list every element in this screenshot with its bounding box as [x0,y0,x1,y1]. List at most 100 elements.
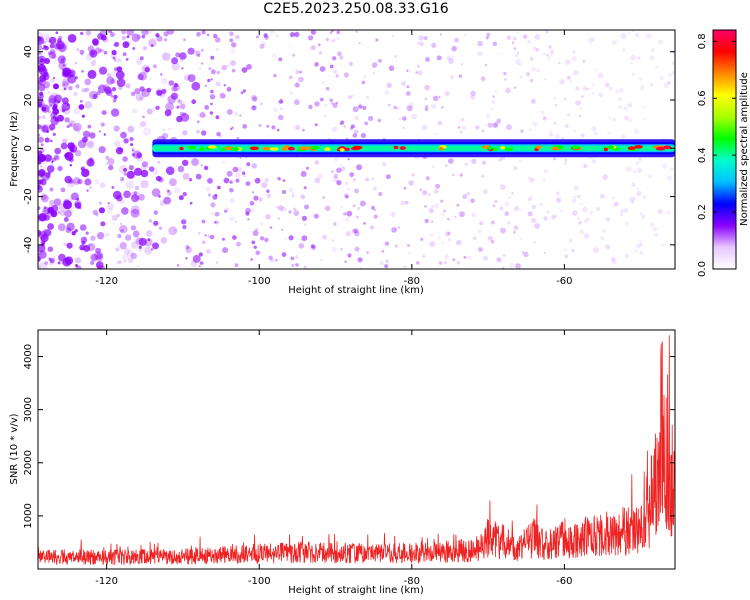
scatter-point [408,251,411,254]
scatter-point [86,158,95,167]
scatter-point [437,120,443,126]
scatter-point [299,70,302,74]
scatter-point [253,195,259,201]
scatter-point [405,91,411,96]
scatter-point [579,107,582,110]
scatter-point [105,89,113,96]
scatter-point [141,88,150,98]
scatter-point [354,246,360,252]
scatter-point [140,169,149,178]
scatter-point [147,238,151,241]
band-peak [220,147,226,152]
scatter-point [527,176,530,179]
scatter-point [97,48,102,53]
scatter-point [433,203,440,209]
scatter-point [38,101,43,108]
scatter-point [632,30,635,33]
scatter-point [404,200,409,205]
scatter-point [291,263,295,267]
scatter-point [138,237,147,246]
scatter-point [236,166,242,173]
scatter-point [625,166,632,173]
scatter-point [131,149,135,152]
scatter-point [250,208,255,214]
scatter-point [291,191,296,196]
scatter-point [516,263,519,266]
scatter-point [138,126,141,129]
scatter-point [635,161,639,165]
scatter-point [362,105,367,110]
scatter-point [553,121,557,126]
scatter-point [425,57,430,62]
scatter-point [641,214,646,220]
scatter-point [462,194,468,200]
scatter-point [200,62,204,65]
scatter-point [481,160,486,165]
scatter-point [137,191,141,195]
scatter-point [553,157,556,161]
scatter-point [515,59,521,66]
scatter-point [179,52,187,60]
scatter-point [578,114,582,118]
scatter-point [415,261,420,265]
scatter-point [501,266,505,269]
scatter-point [214,37,221,43]
scatter-point [126,30,134,36]
scatter-point [49,199,55,206]
scatter-point [577,195,581,198]
scatter-point [200,164,203,167]
scatter-point [67,74,77,84]
scatter-point [661,243,665,247]
x-tick-label: -60 [556,576,572,587]
scatter-point [352,106,359,113]
scatter-point [123,138,129,144]
scatter-point [423,36,428,41]
scatter-point [49,49,56,55]
scatter-point [604,82,610,88]
scatter-point [361,80,366,85]
scatter-point [492,204,496,208]
scatter-point [278,57,283,62]
scatter-point [477,229,482,234]
scatter-point [632,170,636,174]
scatter-point [258,197,263,202]
scatter-point [156,89,163,96]
scatter-point [330,101,334,105]
scatter-point [344,260,347,264]
scatter-point [142,127,152,136]
scatter-point [57,211,61,214]
scatter-point [377,118,382,123]
scatter-point [555,191,560,196]
scatter-point [111,186,115,189]
scatter-point [359,200,366,207]
scatter-point [336,180,342,186]
scatter-point [38,219,41,224]
scatter-point [80,247,83,250]
scatter-point [235,172,241,179]
scatter-point [350,124,355,129]
scatter-point [479,221,484,226]
scatter-point [80,236,88,244]
scatter-point [331,30,334,33]
scatter-point [50,139,53,143]
scatter-point [395,227,398,231]
scatter-point [63,242,67,246]
scatter-point [259,43,265,49]
scatter-point [178,99,183,105]
scatter-point [478,247,483,252]
scatter-point [649,222,655,227]
scatter-point [533,122,538,127]
scatter-point [98,201,102,205]
scatter-point [136,152,143,159]
scatter-point [139,56,144,61]
scatter-point [229,187,234,193]
spectrogram-x-ticks: -120 -100 -80 -60 [95,30,573,287]
scatter-point [642,105,645,109]
scatter-point [247,218,250,221]
scatter-point [252,96,258,102]
scatter-point [232,235,237,240]
scatter-point [121,35,127,41]
scatter-point [343,125,346,128]
scatter-point [347,188,350,191]
scatter-point [255,35,259,39]
